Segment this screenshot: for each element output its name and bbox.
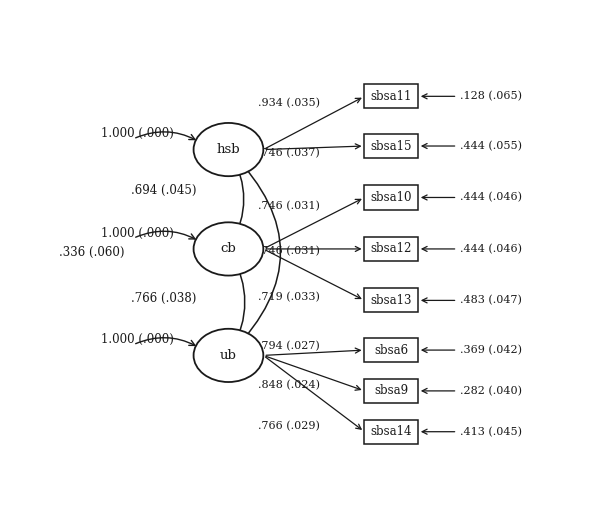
Text: .766 (.038): .766 (.038) xyxy=(131,292,196,305)
Text: sbsa13: sbsa13 xyxy=(370,294,412,307)
Text: .766 (.029): .766 (.029) xyxy=(258,421,320,431)
FancyBboxPatch shape xyxy=(364,420,418,444)
Text: .694 (.045): .694 (.045) xyxy=(131,184,196,197)
Text: ub: ub xyxy=(220,349,237,362)
Text: hsb: hsb xyxy=(217,143,240,156)
Text: .719 (.033): .719 (.033) xyxy=(258,292,320,302)
Text: sbsa12: sbsa12 xyxy=(371,242,412,256)
Text: .444 (.046): .444 (.046) xyxy=(460,192,522,203)
FancyBboxPatch shape xyxy=(364,186,418,209)
FancyBboxPatch shape xyxy=(364,134,418,158)
Circle shape xyxy=(194,123,263,176)
Text: sbsa9: sbsa9 xyxy=(374,384,408,397)
Text: .746 (.031): .746 (.031) xyxy=(258,201,320,211)
Text: .369 (.042): .369 (.042) xyxy=(460,345,522,355)
Text: 1.000 (.000): 1.000 (.000) xyxy=(101,127,174,140)
Circle shape xyxy=(194,329,263,382)
Text: sbsa14: sbsa14 xyxy=(370,425,412,438)
FancyBboxPatch shape xyxy=(364,379,418,403)
Text: 1.000 (.000): 1.000 (.000) xyxy=(101,333,174,346)
FancyBboxPatch shape xyxy=(364,237,418,261)
Text: .128 (.065): .128 (.065) xyxy=(460,91,522,101)
Text: .848 (.024): .848 (.024) xyxy=(258,380,320,391)
Circle shape xyxy=(194,222,263,276)
Text: .746 (.037): .746 (.037) xyxy=(258,148,320,158)
Text: sbsa15: sbsa15 xyxy=(370,139,412,153)
Text: .336 (.060): .336 (.060) xyxy=(59,246,124,259)
Text: .934 (.035): .934 (.035) xyxy=(258,98,320,108)
Text: cb: cb xyxy=(221,242,236,256)
Text: .483 (.047): .483 (.047) xyxy=(460,295,521,306)
Text: sbsa11: sbsa11 xyxy=(371,90,412,103)
Text: .746 (.031): .746 (.031) xyxy=(258,245,320,256)
Text: .444 (.046): .444 (.046) xyxy=(460,244,522,254)
FancyBboxPatch shape xyxy=(364,288,418,312)
Text: sbsa10: sbsa10 xyxy=(370,191,412,204)
Text: .282 (.040): .282 (.040) xyxy=(460,386,522,396)
Text: .413 (.045): .413 (.045) xyxy=(460,426,522,437)
FancyBboxPatch shape xyxy=(364,84,418,108)
Text: 1.000 (.000): 1.000 (.000) xyxy=(101,227,174,239)
Text: sbsa6: sbsa6 xyxy=(374,344,408,356)
FancyBboxPatch shape xyxy=(364,338,418,362)
Text: .794 (.027): .794 (.027) xyxy=(258,341,320,352)
Text: .444 (.055): .444 (.055) xyxy=(460,141,522,151)
